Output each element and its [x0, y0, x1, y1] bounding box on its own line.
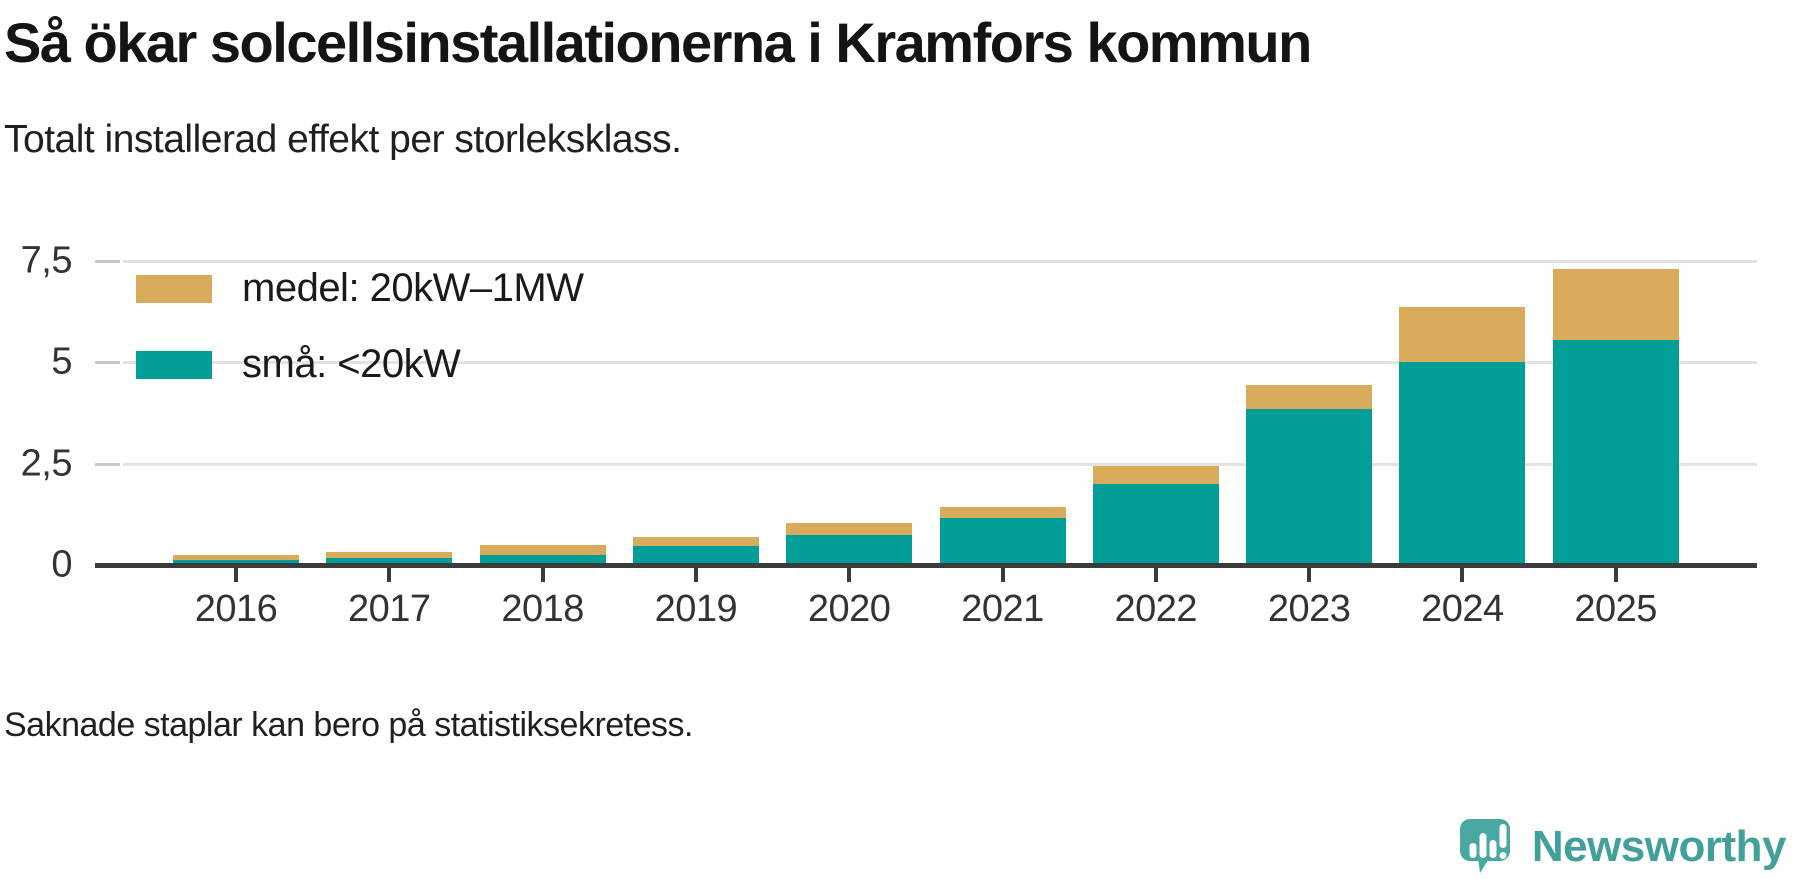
x-axis-tick-2021 [1001, 568, 1005, 582]
y-axis-tick-7,5 [95, 260, 120, 263]
x-axis-label-2019: 2019 [654, 588, 738, 630]
bar-group-2018 [480, 545, 606, 565]
chart-legend: medel: 20kW–1MW små: <20kW [136, 266, 584, 418]
x-axis-tick-2018 [541, 568, 545, 582]
x-axis-label-2016: 2016 [194, 588, 278, 630]
legend-swatch-1 [136, 350, 212, 379]
newsworthy-speech-bubble-bar-chart-icon [1459, 819, 1510, 873]
bar-segment-medel-2021 [940, 507, 1066, 518]
x-axis-label-2017: 2017 [348, 588, 431, 630]
gridline-2,5 [123, 463, 1757, 466]
x-axis-label-2025: 2025 [1574, 588, 1657, 630]
bar-segment-sma-2023 [1246, 409, 1372, 565]
bar-group-2024 [1399, 307, 1525, 565]
x-axis-tick-2017 [387, 568, 391, 582]
bar-segment-medel-2018 [480, 545, 606, 555]
bar-segment-medel-2024 [1399, 307, 1525, 362]
legend-row-0: medel: 20kW–1MW [136, 266, 584, 311]
bar-segment-medel-2022 [1093, 466, 1219, 484]
bar-segment-sma-2022 [1093, 484, 1219, 565]
newsworthy-brand: Newsworthy [1459, 819, 1787, 874]
legend-swatch-0 [136, 274, 212, 303]
y-axis-label-0: 0 [51, 543, 72, 586]
chart-footnote: Saknade staplar kan bero på statistiksek… [4, 706, 694, 744]
bar-group-2017 [326, 552, 452, 565]
x-axis-tick-2020 [847, 568, 851, 582]
x-axis-label-2022: 2022 [1114, 588, 1198, 630]
x-axis-tick-2025 [1614, 568, 1618, 582]
brand-name: Newsworthy [1531, 821, 1787, 871]
x-axis-line [95, 563, 1757, 568]
bar-segment-sma-2016 [173, 560, 299, 565]
x-axis-tick-2019 [694, 568, 698, 582]
x-axis-tick-2016 [234, 568, 238, 582]
bar-group-2016 [173, 555, 299, 565]
bar-group-2022 [1093, 466, 1219, 565]
x-axis-label-2021: 2021 [961, 588, 1044, 630]
legend-label-0: medel: 20kW–1MW [242, 266, 584, 310]
bar-segment-sma-2021 [940, 518, 1066, 565]
gridline-5 [123, 361, 1757, 364]
bar-segment-sma-2017 [326, 558, 452, 565]
x-axis-label-2023: 2023 [1267, 588, 1351, 630]
x-axis-tick-2024 [1460, 568, 1464, 582]
x-axis-label-2018: 2018 [501, 588, 584, 630]
chart-subtitle: Totalt installerad effekt per storlekskl… [4, 118, 682, 161]
bar-segment-medel-2020 [786, 523, 912, 535]
bar-segment-medel-2019 [633, 537, 759, 546]
bar-segment-sma-2024 [1399, 362, 1525, 565]
y-axis-label-7,5: 7,5 [20, 239, 73, 282]
legend-row-1: små: <20kW [136, 342, 583, 387]
bar-segment-sma-2019 [633, 546, 759, 565]
y-axis-tick-2,5 [95, 463, 120, 466]
legend-label-1: små: <20kW [242, 342, 461, 386]
bar-segment-sma-2018 [480, 555, 606, 565]
bar-segment-medel-2023 [1246, 385, 1372, 409]
bar-group-2023 [1246, 385, 1372, 565]
bar-group-2019 [633, 537, 759, 565]
y-axis-tick-5 [95, 361, 120, 364]
y-axis-label-2,5: 2,5 [20, 442, 73, 485]
x-axis-tick-2022 [1154, 568, 1158, 582]
gridline-7,5 [123, 260, 1757, 263]
bar-group-2021 [940, 507, 1066, 565]
x-axis-label-2020: 2020 [807, 588, 891, 630]
bar-segment-sma-2020 [786, 535, 912, 565]
y-axis-label-5: 5 [51, 340, 72, 383]
bar-group-2025 [1553, 269, 1679, 565]
bar-segment-medel-2025 [1553, 269, 1679, 340]
x-axis-label-2024: 2024 [1421, 588, 1504, 630]
x-axis-tick-2023 [1307, 568, 1311, 582]
page-title: Så ökar solcellsinstallationerna i Kramf… [4, 11, 1312, 74]
bar-segment-sma-2025 [1553, 340, 1679, 565]
bar-group-2020 [786, 523, 912, 565]
bar-segment-medel-2017 [326, 552, 452, 558]
bar-segment-medel-2016 [173, 555, 299, 560]
